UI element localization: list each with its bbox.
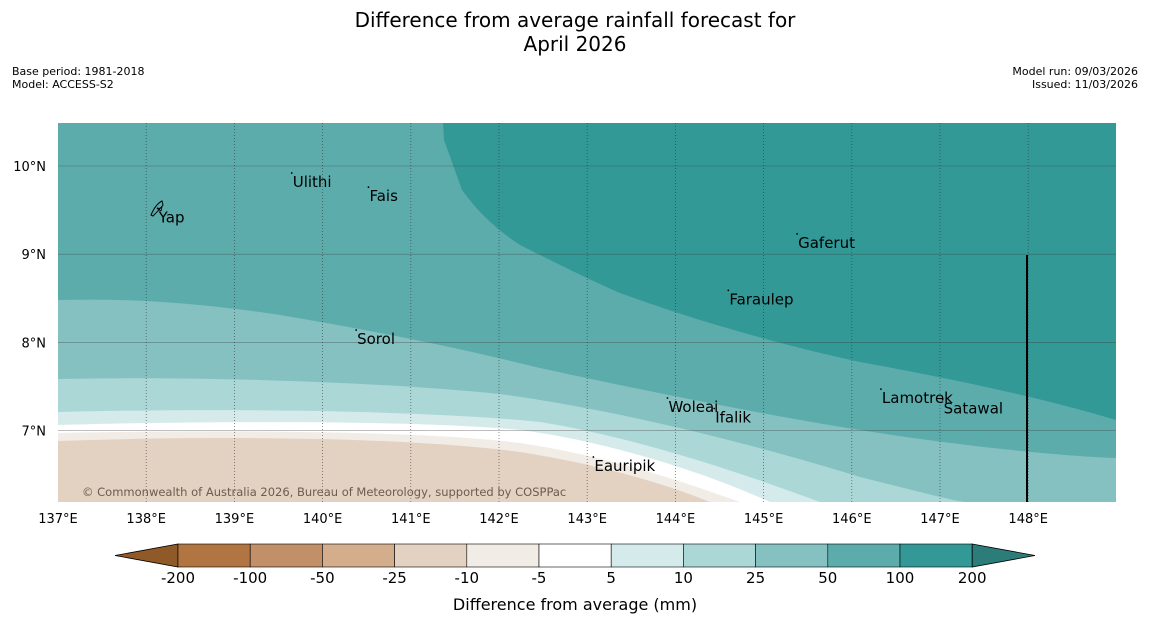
fill-minus-10-band [58,450,690,502]
place-label: Lamotrek [882,389,953,407]
longitude-tick-label: 141°E [391,512,431,527]
colorbar-tick-label: -200 [161,569,195,587]
issued-date: Issued: 11/03/2026 [1031,78,1138,91]
model-name: Model: ACCESS-S2 [12,78,114,91]
place-label: Yap [158,208,185,226]
longitude-tick-label: 139°E [215,512,255,527]
place-marker [290,172,293,174]
latitude-tick-label: 7°N [22,425,47,440]
colorbar-segment [177,543,251,568]
place-label: Ifalik [715,409,751,427]
longitude-tick-label: 147°E [920,512,960,527]
colorbar-label: Difference from average (mm) [453,595,697,614]
colorbar-segment [466,543,540,568]
colorbar-extend-high [971,543,1036,568]
place-marker [941,398,944,401]
colorbar-segment [610,543,684,568]
latitude-labels: 10°N 9°N 8°N 7°N [13,160,46,440]
title-line-2: April 2026 [523,32,627,56]
colorbar-tick-label: -5 [532,569,547,587]
longitude-tick-label: 143°E [567,512,607,527]
place-label: Gaferut [798,234,855,252]
meta-right: Model run: 09/03/2026 Issued: 11/03/2026 [1012,65,1138,91]
place-marker [713,407,716,410]
longitude-tick-label: 138°E [126,512,166,527]
colorbar-segment [827,543,901,568]
colorbar-tick-label: 25 [746,569,765,587]
fill-100-to-200 [443,123,1116,420]
colorbar-segment [538,543,612,568]
colorbar-segment [322,543,395,568]
graticule [58,123,1116,502]
longitude-labels: 137°E 138°E 139°E 140°E 141°E 142°E 143°E 144°E… [38,512,1048,527]
colorbar-tick-label: -25 [382,569,407,587]
place-marker [355,329,358,331]
place-marker [880,388,882,391]
place-marker [727,289,730,292]
colorbar-tick-label: 10 [674,569,693,587]
place-label: Faraulep [729,290,793,308]
longitude-tick-label: 145°E [744,512,784,527]
place-label: Ulithi [293,173,332,191]
colorbar-tick-label: -100 [233,569,267,587]
latitude-tick-label: 10°N [13,160,46,175]
colorbar-segment [899,543,973,568]
place-label: Fais [369,187,398,205]
place-marker [156,207,159,210]
place-marker [796,233,799,235]
colorbar: -200 -100 -50 -25 -10 -5 5 10 25 50 100 200 [114,543,1036,587]
place-label: Woleai [668,398,718,416]
chart-title: Difference from average rainfall forecas… [0,8,1150,56]
copyright-notice: © Commonwealth of Australia 2026, Bureau… [82,485,566,499]
yap-island-outline [150,200,164,217]
meta-left: Base period: 1981-2018 Model: ACCESS-S2 [12,65,144,91]
colorbar-tick-label: -10 [455,569,480,587]
longitude-tick-label: 137°E [38,512,78,527]
longitude-tick-label: 142°E [479,512,519,527]
place-label: Sorol [357,330,395,348]
colorbar-segment [394,543,468,568]
colorbar-extend-low [114,543,179,568]
latitude-tick-label: 9°N [22,248,47,263]
base-period: Base period: 1981-2018 [12,65,145,78]
colorbar-segment [683,543,756,568]
place-label: Satawal [944,400,1003,418]
place-marker [367,186,370,189]
place-marker [592,456,595,458]
colorbar-tick-label: 200 [958,569,987,587]
longitude-tick-label: 148°E [1008,512,1048,527]
latitude-tick-label: 8°N [22,336,47,351]
colorbar-tick-label: 5 [606,569,616,587]
title-line-1: Difference from average rainfall forecas… [354,8,796,32]
model-run: Model run: 09/03/2026 [1012,65,1138,78]
longitude-tick-label: 140°E [303,512,343,527]
colorbar-segment [755,543,829,568]
colorbar-tick-label: -50 [310,569,335,587]
longitude-tick-label: 144°E [656,512,696,527]
longitude-tick-label: 146°E [832,512,872,527]
place-label: Eauripik [594,457,655,475]
place-marker [666,397,669,399]
colorbar-tick-label: 50 [818,569,837,587]
place-labels: Ulithi Fais Yap Gaferut Faraulep Sorol WoleaiI… [156,172,1003,475]
colorbar-segment [249,543,323,568]
colorbar-tick-label: 100 [886,569,915,587]
